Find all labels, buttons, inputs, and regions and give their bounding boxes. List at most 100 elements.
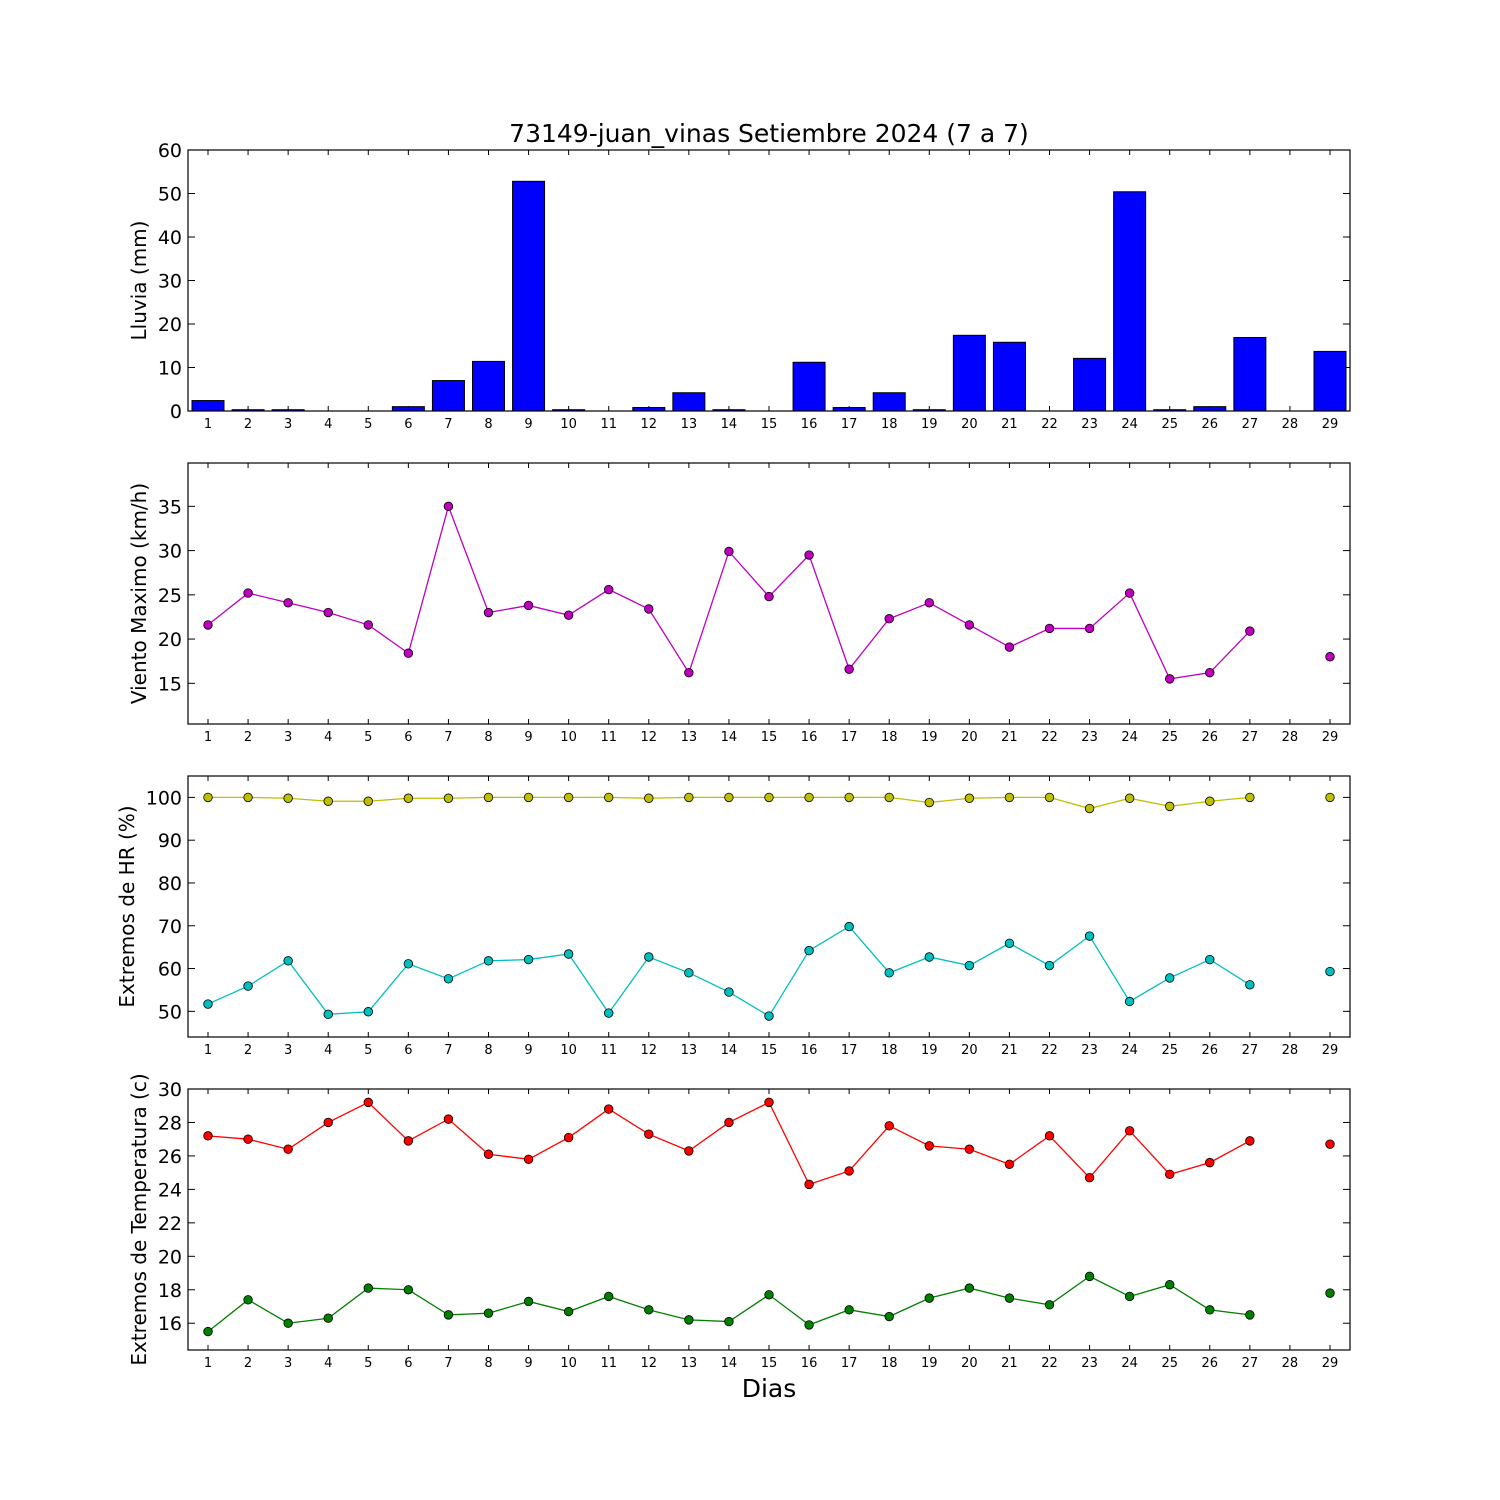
hr-series-0-point — [483, 792, 494, 803]
hr-series-0-point — [1325, 792, 1335, 803]
rain-bar — [191, 400, 225, 412]
x-tick-label: 21 — [1001, 1356, 1018, 1371]
y-tick-label: 20 — [158, 629, 182, 651]
y-tick-label: 22 — [158, 1213, 182, 1235]
temp-series-1-point — [724, 1316, 734, 1327]
x-tick-label: 15 — [761, 730, 778, 745]
hr-series-1-point — [764, 1011, 774, 1021]
hr-series-1-point — [964, 960, 975, 971]
x-tick-label: 6 — [404, 1043, 412, 1058]
x-tick-label: 17 — [841, 730, 858, 745]
temp-series-1-point — [563, 1306, 574, 1317]
temp-series-0-point — [1084, 1172, 1095, 1183]
x-tick-label: 26 — [1202, 417, 1219, 432]
x-tick-label: 29 — [1322, 730, 1339, 745]
x-tick-label: 6 — [404, 417, 412, 432]
x-tick-label: 22 — [1041, 1043, 1058, 1058]
x-tick-label: 27 — [1242, 1356, 1259, 1371]
temp-series-1-point — [243, 1295, 253, 1305]
x-tick-label: 6 — [404, 730, 412, 745]
rain-bar — [872, 392, 906, 412]
hr-series-0-point — [604, 792, 614, 803]
x-tick-label: 11 — [600, 1043, 617, 1058]
y-tick-label: 26 — [158, 1146, 182, 1168]
temp-series-0-point — [804, 1179, 814, 1190]
hr-series-1-point — [483, 956, 494, 966]
hr-series-0-point — [203, 792, 213, 803]
temp-series-0-point — [483, 1149, 494, 1159]
y-tick-label: 30 — [158, 1079, 182, 1101]
x-tick-label: 16 — [801, 730, 818, 745]
x-tick-label: 9 — [524, 1043, 532, 1058]
rain-bar — [1113, 191, 1147, 412]
x-tick-label: 29 — [1322, 1043, 1339, 1058]
hr-series-0-point — [523, 792, 534, 803]
x-tick-label: 16 — [801, 1043, 818, 1058]
hr-series-0-point — [243, 792, 253, 803]
wind-series-0-point — [283, 598, 293, 608]
wind-series-0-point — [764, 591, 774, 602]
y-tick-label: 24 — [158, 1179, 182, 1201]
x-tick-label: 3 — [284, 1356, 292, 1371]
y-tick-label: 60 — [158, 959, 182, 981]
x-tick-label: 21 — [1001, 730, 1018, 745]
wind-series-0-point — [1245, 626, 1255, 636]
temp-series-1-point — [283, 1318, 293, 1328]
hr-series-0-point — [363, 796, 373, 806]
y-tick-label: 25 — [158, 585, 182, 607]
temp-series-1-point — [884, 1311, 894, 1322]
hr-series-0-point — [1084, 803, 1095, 814]
x-tick-label: 10 — [560, 730, 577, 745]
x-tick-label: 29 — [1322, 417, 1339, 432]
temp-series-0-point — [403, 1136, 414, 1146]
x-tick-label: 15 — [761, 417, 778, 432]
rain-bar — [1073, 357, 1107, 412]
axes-frame — [187, 775, 1351, 1038]
x-tick-label: 4 — [324, 417, 332, 432]
temp-series-1-point — [964, 1283, 975, 1293]
x-tick-label: 21 — [1001, 1043, 1018, 1058]
temp-series-1-point — [403, 1285, 414, 1295]
x-tick-label: 13 — [681, 1356, 698, 1371]
x-tick-label: 17 — [841, 1043, 858, 1058]
hr-series-1-point — [523, 954, 534, 965]
wind-series-0-point — [1165, 674, 1175, 684]
hr-series-0-point — [764, 792, 774, 803]
wind-series-0-point — [724, 546, 734, 557]
x-tick-label: 23 — [1081, 1043, 1098, 1058]
temp-series-1-point — [363, 1283, 373, 1293]
temp-series-0-point — [924, 1141, 934, 1151]
x-tick-label: 5 — [364, 1356, 372, 1371]
x-tick-label: 11 — [600, 417, 617, 432]
x-tick-label: 9 — [524, 730, 532, 745]
x-tick-label: 24 — [1121, 730, 1138, 745]
y-tick-label: 40 — [158, 227, 182, 249]
temp-series-0-point — [684, 1146, 694, 1156]
hr-series-0-point — [1245, 792, 1255, 803]
temp-series-0-point — [363, 1097, 373, 1108]
x-tick-label: 7 — [444, 417, 452, 432]
wind-series-0-point — [804, 550, 814, 560]
rain-bar — [391, 406, 425, 412]
x-tick-label: 6 — [404, 1356, 412, 1371]
hr-series-0-point — [884, 792, 894, 803]
hr-series-0-point — [644, 793, 654, 803]
x-tick-label: 12 — [641, 730, 658, 745]
y-tick-label: 20 — [158, 314, 182, 336]
hr-series-1-point — [604, 1008, 614, 1018]
wind-series-0-point — [563, 610, 574, 620]
y-tick-label: 35 — [158, 496, 182, 518]
x-tick-label: 28 — [1282, 417, 1299, 432]
hr-series-0-point — [964, 793, 975, 803]
temp-series-0-point — [1325, 1139, 1335, 1149]
x-tick-label: 16 — [801, 417, 818, 432]
x-tick-label: 25 — [1161, 1356, 1178, 1371]
x-tick-label: 2 — [244, 1356, 252, 1371]
y-tick-label: 70 — [158, 916, 182, 938]
wind-series-0-point — [243, 588, 253, 598]
temp-series-0-point — [443, 1114, 454, 1124]
y-tick-label: 60 — [158, 140, 182, 162]
